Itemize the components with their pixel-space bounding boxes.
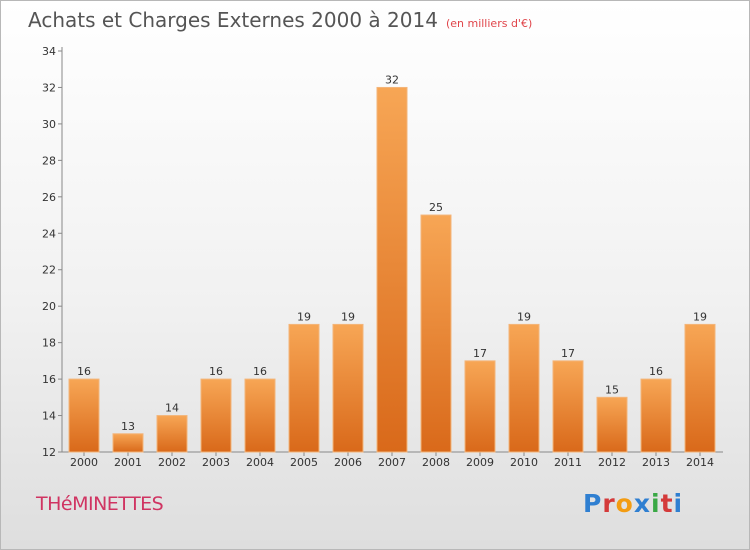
y-tick-label: 14	[42, 410, 56, 423]
x-tick-label: 2003	[202, 456, 230, 469]
x-tick-label: 2004	[246, 456, 274, 469]
y-tick-label: 26	[42, 191, 56, 204]
bar-value-label: 17	[473, 347, 487, 360]
bar-value-label: 32	[385, 73, 399, 86]
logo-letter: r	[602, 489, 616, 518]
x-tick-label: 2008	[422, 456, 450, 469]
bar	[552, 360, 584, 453]
y-tick-label: 16	[42, 373, 56, 386]
y-tick-label: 32	[42, 81, 56, 94]
bar-value-label: 13	[121, 420, 135, 433]
x-tick-label: 2006	[334, 456, 362, 469]
y-tick-label: 28	[42, 154, 56, 167]
bar	[376, 86, 408, 453]
bar	[464, 360, 496, 453]
axes: 12 14 16 18 20 22 24 26 28 30 32 34 2000 2001 2002 2003…	[42, 45, 723, 469]
proxiti-logo: Proxiti	[583, 489, 683, 518]
x-tick-label: 2014	[686, 456, 714, 469]
commune-name: THéMINETTES	[36, 493, 164, 515]
y-tick-label: 20	[42, 300, 56, 313]
x-tick-label: 2002	[158, 456, 186, 469]
bar-value-label: 15	[605, 383, 619, 396]
chart-title: Achats et Charges Externes 2000 à 2014 (e…	[28, 8, 532, 32]
x-tick-label: 2013	[642, 456, 670, 469]
x-tick-label: 2007	[378, 456, 406, 469]
bar-value-label: 14	[165, 402, 179, 415]
logo-letter: i	[651, 489, 661, 518]
bars: 16 13 14 16 16 19 19 32 25 17 19 17 15 16 19	[68, 73, 716, 453]
bar	[200, 378, 232, 453]
y-tick-label: 30	[42, 118, 56, 131]
bar-value-label: 19	[693, 310, 707, 323]
y-tick-label: 24	[42, 227, 56, 240]
y-tick-label: 22	[42, 264, 56, 277]
x-tick-label: 2011	[554, 456, 582, 469]
bar	[288, 323, 320, 453]
bar	[332, 323, 364, 453]
y-tick-label: 34	[42, 45, 56, 58]
bar	[244, 378, 276, 453]
x-tick-label: 2010	[510, 456, 538, 469]
bar	[112, 433, 144, 453]
bar	[508, 323, 540, 453]
bar-value-label: 16	[649, 365, 663, 378]
bar	[156, 415, 188, 453]
bar	[420, 214, 452, 453]
logo-letter: o	[615, 489, 634, 518]
logo-letter: P	[583, 489, 603, 518]
bar-value-label: 19	[297, 310, 311, 323]
x-tick-label: 2012	[598, 456, 626, 469]
bar	[640, 378, 672, 453]
bar-value-label: 16	[209, 365, 223, 378]
bar	[596, 396, 628, 453]
x-tick-label: 2000	[70, 456, 98, 469]
unit-label: (en milliers d'€)	[445, 17, 533, 30]
logo-letter: t	[660, 489, 674, 518]
bar-value-label: 17	[561, 347, 575, 360]
x-tick-label: 2001	[114, 456, 142, 469]
x-tick-label: 2005	[290, 456, 318, 469]
x-tick-label: 2009	[466, 456, 494, 469]
logo-letter: i	[673, 489, 684, 518]
bar-value-label: 25	[429, 201, 443, 214]
logo-letter: x	[633, 489, 651, 518]
y-tick-label: 18	[42, 337, 56, 350]
y-tick-label: 12	[42, 446, 56, 459]
bar-value-label: 16	[253, 365, 267, 378]
bar-value-label: 19	[517, 310, 531, 323]
bar-value-label: 16	[77, 365, 91, 378]
bar	[68, 378, 100, 453]
bar	[684, 323, 716, 453]
chart-title-text: Achats et Charges Externes 2000 à 2014	[28, 8, 438, 32]
bar-value-label: 19	[341, 310, 355, 323]
